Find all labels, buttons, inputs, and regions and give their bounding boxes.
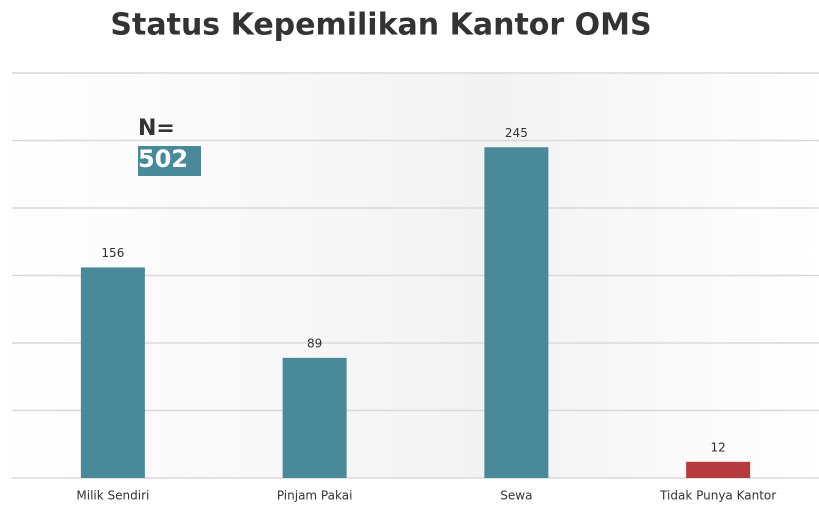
bar (80, 267, 145, 478)
chart-title: Status Kepemilikan Kantor OMS (110, 8, 651, 43)
bar (282, 357, 347, 478)
bar (484, 147, 549, 478)
value-label: 89 (307, 336, 322, 350)
x-tick-label: Milik Sendiri (76, 489, 149, 503)
x-tick-label: Tidak Punya Kantor (659, 489, 776, 503)
x-tick-label: Pinjam Pakai (277, 489, 353, 503)
annotation-box (138, 146, 201, 176)
annotation: 502 (138, 145, 188, 173)
bar (686, 461, 751, 478)
value-label: 12 (710, 440, 725, 454)
value-label: 156 (101, 246, 124, 260)
annotation: N= (138, 116, 175, 141)
value-label: 245 (505, 126, 528, 140)
x-tick-label: Sewa (500, 489, 532, 503)
